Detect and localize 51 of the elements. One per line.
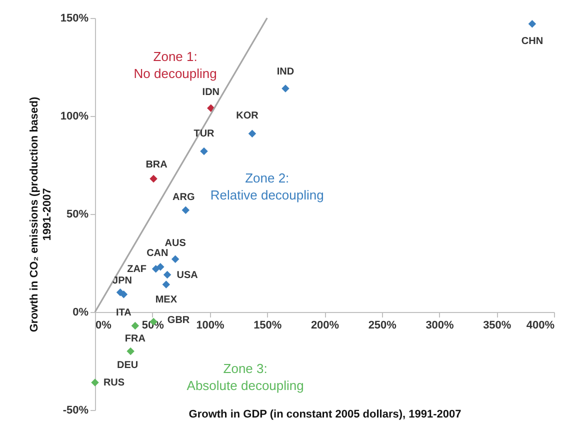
annotation: USA: [176, 270, 198, 281]
annotation: JPN: [112, 275, 132, 286]
point: [156, 263, 164, 271]
annotation: AUS: [164, 238, 186, 250]
point: [528, 20, 536, 28]
point: [248, 130, 256, 138]
annotation: IND: [276, 66, 294, 78]
annotation: IDN: [202, 87, 220, 98]
x-tick-label: 350%: [483, 320, 512, 332]
annotation: KOR: [236, 110, 260, 122]
y-axis-title: Growth in CO₂ emissions (production based) 1991-2007: [28, 96, 54, 332]
annotation: ZAF: [127, 264, 147, 275]
x-tick-label: 300%: [426, 320, 454, 332]
annotation: TUR: [194, 128, 216, 140]
x-tick-label: 100%: [196, 320, 225, 332]
annotation: Zone 2: Relative decoupling: [210, 170, 324, 203]
point: [163, 270, 172, 279]
point: [162, 280, 170, 288]
annotation: Zone 3: Absolute decoupling: [186, 360, 304, 393]
x-tick-label: 150%: [254, 320, 282, 332]
point: [152, 265, 160, 273]
annotation: GBR: [167, 314, 190, 326]
point: [207, 104, 215, 112]
y-tick-label: 50%: [66, 208, 89, 220]
y-tick-label: -50%: [62, 404, 89, 416]
annotation: DEU: [117, 360, 138, 372]
point: [126, 347, 134, 356]
annotation: Zone 1: No decoupling: [134, 49, 217, 82]
annotation: MEX: [155, 294, 178, 306]
x-tick-label: 0%: [96, 320, 112, 332]
annotation: ARG: [172, 192, 195, 204]
x-tick-label: 200%: [310, 320, 340, 332]
annotation: CHN: [521, 36, 544, 47]
annotation: CAN: [146, 248, 168, 259]
annotation: ITA: [116, 307, 132, 318]
point: [150, 174, 158, 183]
y-tick-label: 100%: [60, 110, 89, 122]
annotation: FRA: [124, 334, 146, 345]
point: [171, 255, 180, 263]
y-tick-label: 150%: [60, 12, 89, 24]
annotation: RUS: [103, 378, 125, 389]
point: [131, 322, 140, 330]
x-tick-label: 250%: [368, 320, 397, 332]
point: [182, 206, 190, 214]
x-axis-title: Growth in GDP (in constant 2005 dollars), 1991-2007: [188, 408, 462, 420]
point: [200, 147, 208, 156]
y-tick-label: 0%: [72, 306, 89, 318]
x-tick-label: 400%: [526, 320, 555, 332]
annotation: BRA: [146, 160, 168, 171]
point: [91, 378, 99, 386]
point: [282, 84, 290, 92]
